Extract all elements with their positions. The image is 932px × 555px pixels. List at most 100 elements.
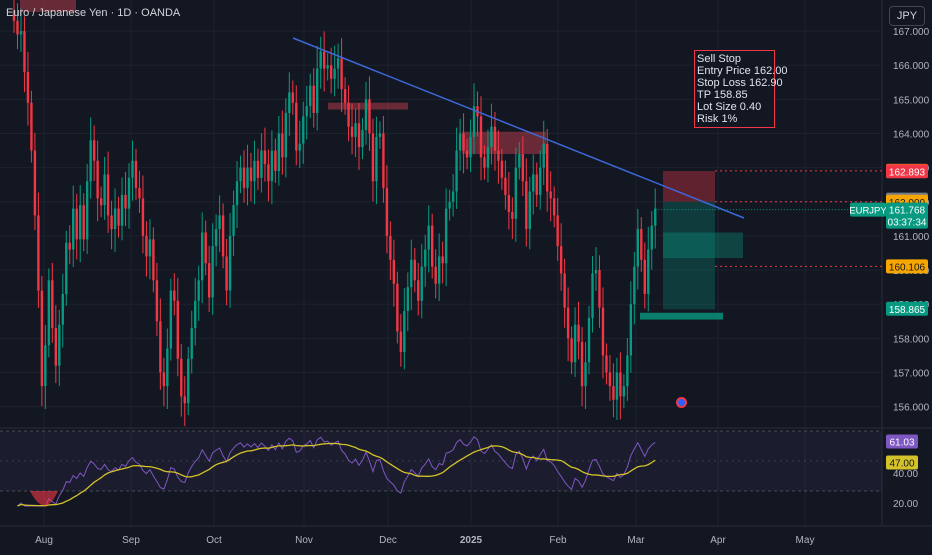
trade-note-line: Sell Stop xyxy=(697,53,742,65)
time-tick-label: Oct xyxy=(206,535,222,546)
candle-body xyxy=(347,102,350,127)
time-tick-label: May xyxy=(796,535,815,546)
candle-body xyxy=(357,123,361,148)
rsi-value-text: 47.00 xyxy=(889,459,914,470)
candle-body xyxy=(58,324,61,366)
drawing-zones xyxy=(20,0,882,320)
price-tick-label: 157.000 xyxy=(893,369,930,380)
price-tick-label: 161.000 xyxy=(893,232,930,243)
candle-body xyxy=(378,133,382,137)
price-label-badge xyxy=(886,259,928,274)
candle-body xyxy=(85,181,89,240)
candle-body xyxy=(113,208,117,230)
countdown-text: 03:37:34 xyxy=(888,218,927,229)
candle-body xyxy=(479,116,483,158)
candle-body xyxy=(302,116,305,144)
candle-body xyxy=(465,150,469,158)
time-axis: Aug Sep Oct Nov Dec 2025 Feb Mar Apr May xyxy=(35,535,814,546)
candle-body xyxy=(75,208,78,240)
candle-body xyxy=(451,191,455,202)
candle-body xyxy=(166,348,169,387)
candle-body xyxy=(521,153,525,182)
rsi-line xyxy=(17,435,656,507)
time-tick-label: Aug xyxy=(35,535,53,546)
candle-body xyxy=(437,256,441,284)
candle-body xyxy=(615,372,619,400)
price-label-text: 162.893 xyxy=(889,167,926,178)
candle-body xyxy=(587,317,591,363)
candle-body xyxy=(546,143,549,192)
time-tick-label: Dec xyxy=(379,535,397,546)
candle-body xyxy=(183,396,186,404)
candle-body xyxy=(584,362,587,387)
candle-body xyxy=(431,225,434,267)
trade-note[interactable]: Sell Stop Entry Price 162.00 Stop Loss 1… xyxy=(694,50,788,128)
candle-body xyxy=(197,280,200,301)
rsi-value-badge xyxy=(886,455,918,470)
candle-body xyxy=(385,188,389,236)
take-profit-zone xyxy=(663,201,715,310)
candle-body xyxy=(176,300,179,359)
time-tick-label: Mar xyxy=(627,535,645,546)
candle-body xyxy=(619,372,622,397)
rsi-tick-label: 20.00 xyxy=(893,499,918,510)
candle-body xyxy=(497,150,500,161)
candle-body xyxy=(559,246,563,274)
candle-body xyxy=(295,102,298,151)
position-tool-icon[interactable] xyxy=(676,397,687,408)
candle-body xyxy=(131,160,134,178)
candle-body xyxy=(326,65,329,69)
candle-body xyxy=(403,311,406,353)
candle-body xyxy=(528,191,531,230)
price-tick-label: 164.000 xyxy=(893,129,930,140)
candle-body xyxy=(647,249,650,294)
candle-body xyxy=(44,345,47,387)
candle-body xyxy=(89,140,92,182)
candle-body xyxy=(169,290,173,349)
candle-body xyxy=(410,259,413,288)
symbol-title[interactable]: Euro / Japanese Yen · 1D · OANDA xyxy=(6,7,181,19)
candle-body xyxy=(556,215,559,247)
candle-body xyxy=(232,205,235,236)
trendline xyxy=(292,37,882,219)
candle-body xyxy=(141,198,145,236)
price-label-text: 160.106 xyxy=(889,262,926,273)
candle-body xyxy=(235,181,239,206)
candle-body xyxy=(612,386,615,400)
candle-body xyxy=(225,256,228,291)
candle-body xyxy=(312,85,315,113)
candle-body xyxy=(629,304,633,356)
candle-body xyxy=(124,194,127,209)
price-tick-label: 165.000 xyxy=(893,95,930,106)
supply-zone xyxy=(462,131,546,154)
candle-body xyxy=(563,273,566,308)
candle-body xyxy=(305,106,308,117)
candle-body xyxy=(190,328,193,359)
currency-button[interactable]: JPY xyxy=(889,6,925,26)
candle-body xyxy=(103,174,106,206)
rsi-value-text: 61.03 xyxy=(889,437,914,448)
candle-body xyxy=(194,300,197,329)
candle-body xyxy=(382,133,385,189)
candle-body xyxy=(253,160,256,182)
candle-body xyxy=(514,167,518,219)
candle-body xyxy=(535,174,538,195)
candle-body xyxy=(214,229,218,247)
candle-body xyxy=(228,235,232,291)
candle-body xyxy=(399,331,403,353)
candle-body xyxy=(54,328,58,366)
target-zone xyxy=(663,232,743,259)
supply-zone xyxy=(328,102,408,110)
candle-body xyxy=(249,167,253,182)
candle-body xyxy=(40,290,44,387)
candle-body xyxy=(180,358,183,397)
candle-body xyxy=(427,225,430,250)
candle-body xyxy=(375,136,378,182)
candle-body xyxy=(504,177,507,195)
time-tick-label: Apr xyxy=(710,535,726,546)
candle-body xyxy=(350,126,354,137)
candle-body xyxy=(539,167,542,195)
candle-body xyxy=(420,266,423,301)
